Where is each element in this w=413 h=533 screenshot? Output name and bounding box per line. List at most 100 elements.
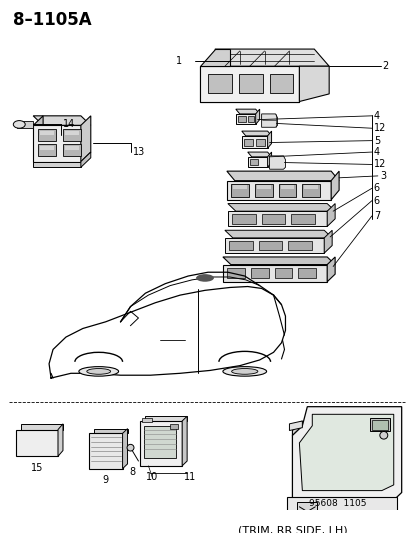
Polygon shape [326, 257, 335, 282]
Bar [371, 420, 387, 430]
Bar [38, 144, 56, 156]
Polygon shape [16, 430, 58, 456]
Ellipse shape [78, 367, 118, 376]
Text: 3: 3 [379, 171, 385, 181]
Bar [291, 214, 315, 223]
Bar [261, 214, 285, 223]
Polygon shape [261, 114, 277, 127]
Bar [288, 241, 311, 251]
Text: 2: 2 [381, 61, 387, 71]
Polygon shape [235, 114, 255, 124]
Bar [226, 269, 244, 278]
Text: 10: 10 [146, 472, 158, 482]
Bar [232, 185, 246, 189]
Polygon shape [226, 181, 330, 200]
Text: 7: 7 [373, 211, 379, 221]
Polygon shape [88, 433, 122, 469]
Text: 6: 6 [373, 183, 379, 193]
Polygon shape [226, 171, 338, 181]
Polygon shape [297, 502, 316, 519]
Polygon shape [199, 66, 299, 101]
Bar [250, 269, 268, 278]
Polygon shape [241, 136, 267, 148]
Bar [369, 418, 389, 432]
Polygon shape [227, 211, 326, 227]
Polygon shape [199, 49, 229, 66]
Polygon shape [224, 230, 331, 238]
Ellipse shape [379, 432, 387, 439]
Polygon shape [323, 230, 331, 253]
Polygon shape [292, 407, 401, 502]
Bar [170, 424, 178, 429]
Polygon shape [247, 157, 267, 167]
Bar [247, 116, 253, 123]
Text: 8: 8 [129, 467, 135, 478]
Polygon shape [299, 66, 328, 101]
Polygon shape [81, 116, 90, 161]
Polygon shape [222, 264, 326, 282]
Polygon shape [33, 125, 81, 161]
Ellipse shape [13, 120, 25, 128]
Polygon shape [241, 131, 271, 136]
Ellipse shape [127, 445, 134, 451]
Bar [63, 144, 81, 156]
Text: 6: 6 [373, 196, 379, 206]
Polygon shape [269, 156, 285, 169]
Ellipse shape [87, 368, 110, 374]
Polygon shape [224, 238, 323, 253]
Polygon shape [299, 414, 393, 490]
Polygon shape [21, 424, 63, 430]
Bar [238, 74, 262, 93]
Bar [228, 241, 252, 251]
Bar [40, 147, 54, 150]
Bar [249, 159, 257, 165]
Bar [40, 131, 54, 135]
Polygon shape [214, 49, 328, 66]
Bar [269, 74, 293, 93]
Bar [38, 129, 56, 141]
Ellipse shape [196, 274, 214, 282]
Text: 13: 13 [132, 147, 145, 157]
Text: 4: 4 [373, 147, 379, 157]
Polygon shape [93, 429, 127, 433]
Bar [304, 185, 318, 189]
Text: 14: 14 [63, 119, 75, 130]
Polygon shape [182, 416, 187, 466]
Text: 5: 5 [373, 135, 379, 146]
Polygon shape [255, 109, 259, 124]
Bar [274, 269, 292, 278]
Bar [258, 241, 282, 251]
Polygon shape [145, 416, 187, 421]
Bar [256, 185, 270, 189]
Text: 15: 15 [31, 463, 43, 473]
Polygon shape [267, 131, 271, 148]
Text: 9: 9 [102, 475, 109, 485]
Bar [280, 185, 294, 189]
Text: 12: 12 [373, 159, 385, 169]
Polygon shape [222, 257, 335, 264]
Ellipse shape [222, 367, 266, 376]
Bar [278, 183, 296, 197]
Text: 1: 1 [176, 55, 182, 66]
Polygon shape [33, 116, 90, 125]
Text: 11: 11 [184, 472, 196, 482]
Bar [142, 418, 152, 422]
Polygon shape [58, 424, 63, 456]
Bar [255, 139, 264, 147]
Bar [237, 116, 245, 123]
Text: 12: 12 [373, 123, 385, 133]
Polygon shape [330, 171, 338, 200]
Bar [243, 139, 252, 147]
Polygon shape [140, 421, 182, 466]
Bar [298, 269, 316, 278]
Polygon shape [122, 429, 127, 469]
Bar [17, 120, 33, 128]
Bar [207, 74, 231, 93]
Ellipse shape [231, 368, 257, 374]
Bar [144, 426, 176, 458]
Polygon shape [326, 204, 335, 227]
Bar [301, 183, 320, 197]
Bar [65, 131, 78, 135]
Text: 95608  1105: 95608 1105 [309, 499, 366, 508]
Text: 4: 4 [373, 111, 379, 121]
